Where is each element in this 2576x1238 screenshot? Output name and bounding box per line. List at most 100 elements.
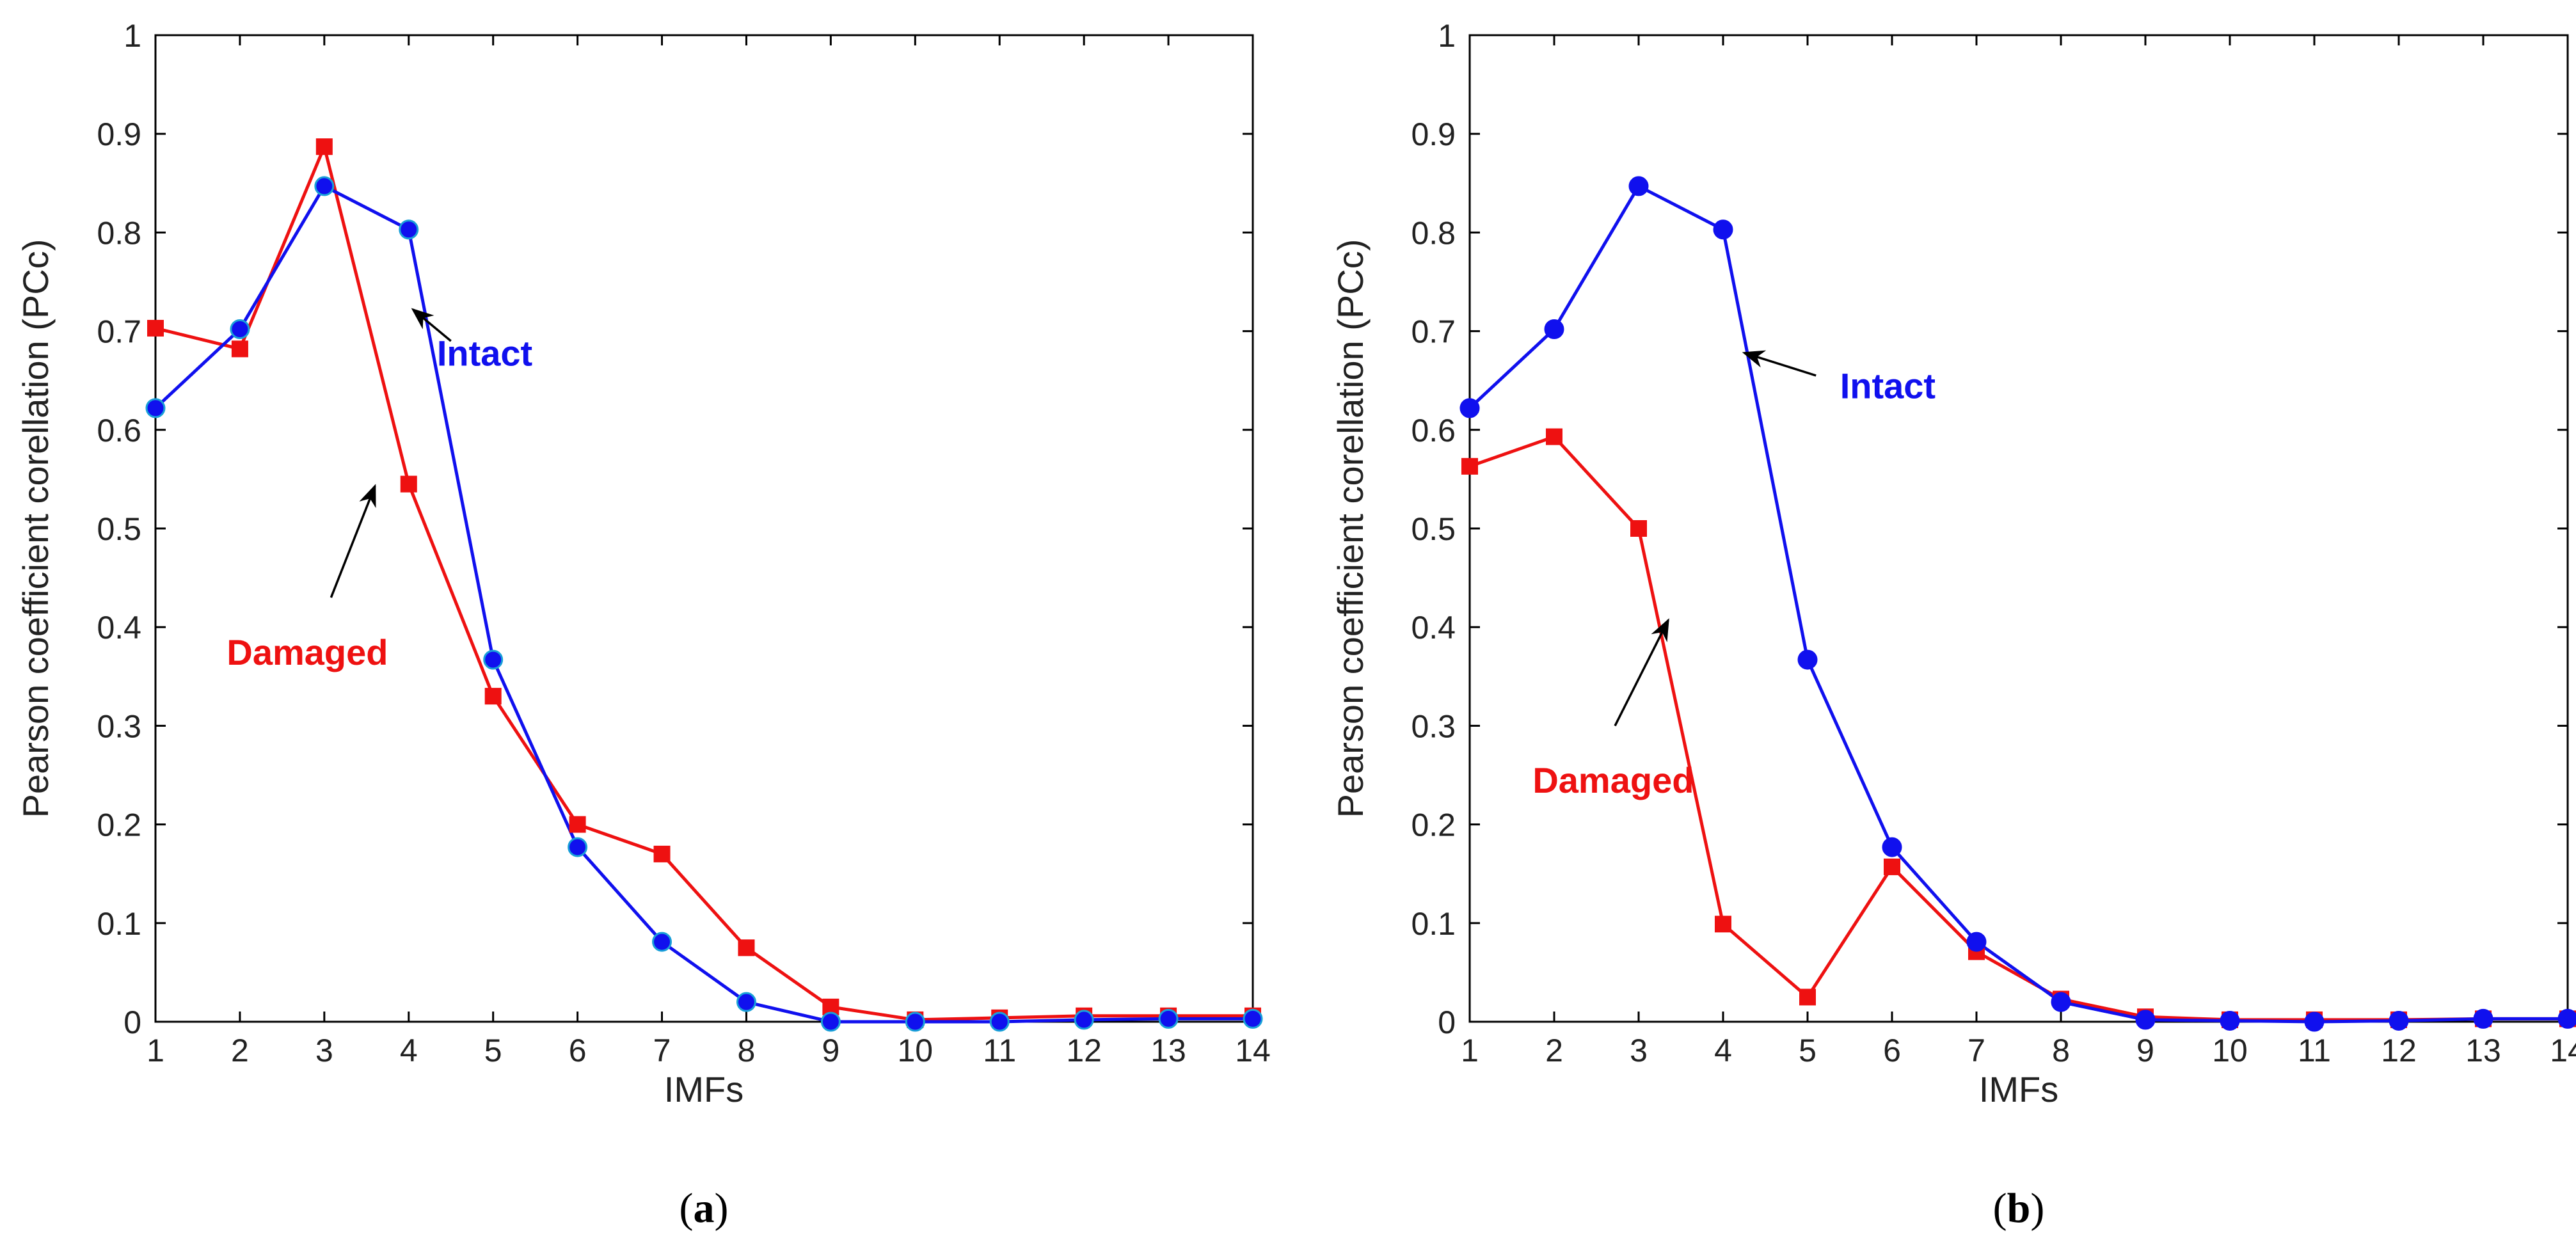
point-intact <box>1797 649 1818 670</box>
x-tick-label: 12 <box>2381 1033 2417 1068</box>
point-intact <box>230 319 250 340</box>
y-tick-label: 0.2 <box>97 807 141 843</box>
point-intact <box>483 649 504 670</box>
series-markers <box>1459 176 2576 1032</box>
x-tick-label: 11 <box>2298 1033 2331 1068</box>
point-damaged <box>1715 916 1731 933</box>
series-lines <box>154 145 1253 1024</box>
point-intact <box>2389 1010 2409 1031</box>
y-tick-label: 1 <box>123 18 141 54</box>
point-intact <box>652 932 672 952</box>
x-tick-label: 3 <box>315 1033 333 1068</box>
y-tick-label: 1 <box>1438 18 1456 54</box>
x-tick-label: 10 <box>897 1033 933 1068</box>
point-intact <box>1628 176 1649 196</box>
x-tick-label: 4 <box>1714 1033 1732 1068</box>
x-tick-label: 11 <box>983 1033 1016 1068</box>
y-tick-label: 0.4 <box>97 610 141 646</box>
x-tick-label: 5 <box>1799 1033 1817 1068</box>
y-tick-label: 0.4 <box>1411 610 1456 646</box>
point-damaged <box>1630 520 1647 537</box>
x-tick-label: 1 <box>1461 1033 1479 1068</box>
chart-panel-b: 123456789101112131400.10.20.30.40.50.60.… <box>1330 18 2576 1232</box>
x-tick-label: 13 <box>1150 1033 1186 1068</box>
panel-label-a: (a) <box>680 1185 729 1232</box>
x-tick-label: 7 <box>1968 1033 1985 1068</box>
point-intact <box>399 219 419 240</box>
x-tick-label: 7 <box>653 1033 671 1068</box>
y-axis-label: Pearson coefficient corellation (PCc) <box>15 239 56 818</box>
x-tick-label: 9 <box>822 1033 839 1068</box>
annotation-arrow <box>330 484 376 598</box>
annotation-arrow <box>1742 350 1817 377</box>
y-tick-label: 0.9 <box>1411 116 1456 152</box>
point-damaged <box>1884 858 1900 875</box>
point-intact <box>2304 1012 2325 1032</box>
point-intact <box>820 1012 841 1032</box>
point-intact <box>905 1012 925 1032</box>
series-lines <box>1468 184 2568 1024</box>
y-tick-label: 0.3 <box>1411 708 1456 744</box>
y-tick-label: 0.8 <box>97 215 141 251</box>
point-intact <box>1459 398 1480 418</box>
point-damaged <box>315 138 333 155</box>
x-tick-label: 10 <box>2212 1033 2248 1068</box>
point-intact <box>2135 1010 2156 1030</box>
point-intact <box>989 1012 1010 1032</box>
x-tick-label: 8 <box>2052 1033 2070 1068</box>
annotation-label-intact: Intact <box>1840 365 1936 406</box>
y-tick-label: 0 <box>1438 1004 1456 1040</box>
x-tick-label: 13 <box>2465 1033 2501 1068</box>
point-damaged <box>1546 428 1562 445</box>
x-tick-label: 2 <box>231 1033 249 1068</box>
point-intact <box>2051 992 2071 1012</box>
x-tick-label: 14 <box>2550 1033 2576 1068</box>
point-intact <box>314 176 335 196</box>
point-intact <box>1882 837 1902 857</box>
x-tick-label: 5 <box>484 1033 502 1068</box>
point-intact <box>145 398 166 418</box>
x-tick-label: 4 <box>400 1033 418 1068</box>
x-tick-label: 2 <box>1545 1033 1563 1068</box>
annotation-arrow <box>1614 618 1669 727</box>
point-intact <box>1074 1010 1094 1030</box>
annotations: Intact Damaged <box>1532 350 1936 800</box>
point-intact <box>1713 219 1733 240</box>
x-axis-label: IMFs <box>1979 1069 2058 1109</box>
point-damaged <box>147 319 164 337</box>
y-axis-label: Pearson coefficient corellation (PCc) <box>1330 239 1371 818</box>
point-intact <box>568 837 588 857</box>
x-tick-label: 12 <box>1066 1033 1102 1068</box>
y-tick-label: 0.6 <box>97 413 141 448</box>
point-damaged <box>400 475 417 493</box>
y-tick-label: 0.1 <box>97 906 141 942</box>
y-tick-label: 0.2 <box>1411 807 1456 843</box>
x-tick-label: 3 <box>1630 1033 1648 1068</box>
annotation-arrow <box>411 308 452 342</box>
point-damaged <box>231 340 248 358</box>
series-line-intact <box>1468 184 2568 1024</box>
y-tick-label: 0.7 <box>97 314 141 350</box>
series-markers <box>145 138 1263 1032</box>
y-tick-label: 0.1 <box>1411 906 1456 942</box>
point-intact <box>1966 932 1987 952</box>
y-tick-label: 0.7 <box>1411 314 1456 350</box>
point-damaged <box>569 816 586 833</box>
y-tick-label: 0 <box>123 1004 141 1040</box>
point-damaged <box>738 939 755 956</box>
point-intact <box>2473 1008 2493 1029</box>
y-tick-label: 0.5 <box>97 511 141 547</box>
point-intact <box>1544 319 1564 340</box>
axis-ticks: 123456789101112131400.10.20.30.40.50.60.… <box>1411 18 2576 1068</box>
annotations: Intact Damaged <box>227 308 532 672</box>
x-tick-label: 9 <box>2136 1033 2154 1068</box>
chart-panel-a: 1 2 3 4 5 6 7 8 9 10 11 12 13 1400.10.20.30.40.50.60.… <box>15 18 1271 1232</box>
x-tick-label: 6 <box>1883 1033 1901 1068</box>
x-tick-label: 1 <box>147 1033 164 1068</box>
y-tick-label: 0.8 <box>1411 215 1456 251</box>
x-tick-label: 8 <box>738 1033 756 1068</box>
x-tick-label: 6 <box>569 1033 587 1068</box>
panel-label-b: (b) <box>1993 1185 2045 1232</box>
